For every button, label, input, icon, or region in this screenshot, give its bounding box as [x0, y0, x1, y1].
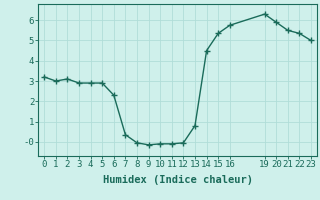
X-axis label: Humidex (Indice chaleur): Humidex (Indice chaleur)	[103, 175, 252, 185]
